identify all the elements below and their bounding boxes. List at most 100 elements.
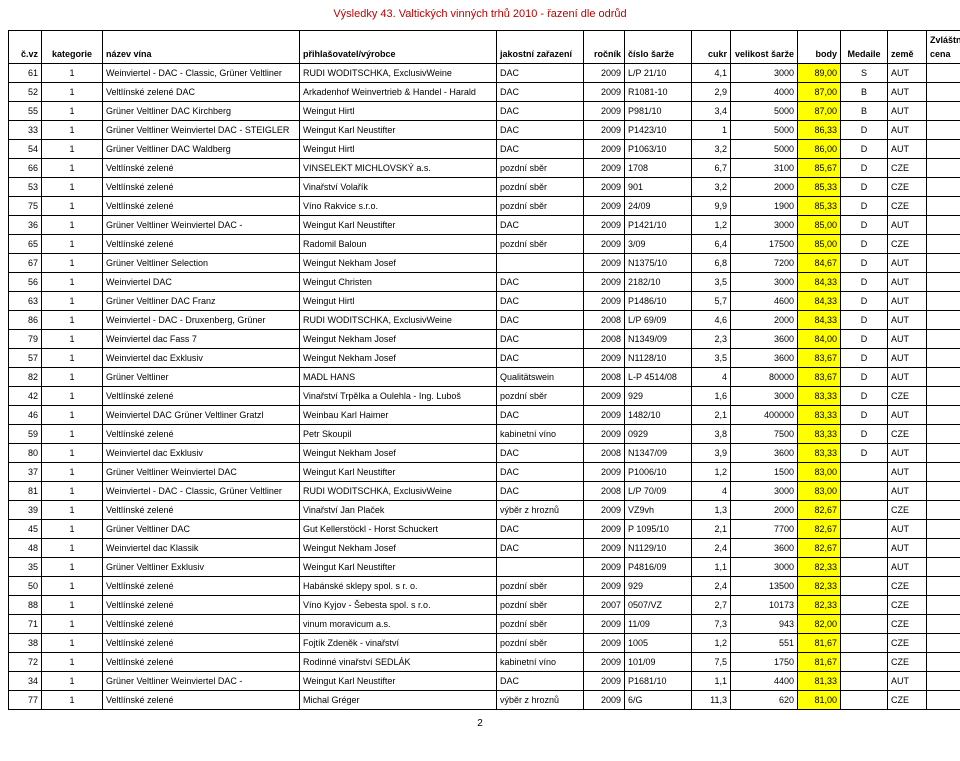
cell-kat: 1 bbox=[42, 64, 103, 83]
cell-zeme: AUT bbox=[888, 349, 927, 368]
cell-roc: 2009 bbox=[584, 653, 625, 672]
cell-jak: kabinetní víno bbox=[497, 653, 584, 672]
table-row: 861Weinviertel - DAC - Druxenberg, Grüne… bbox=[9, 311, 960, 330]
cell-sarz: L/P 21/10 bbox=[625, 64, 692, 83]
cell-zvl bbox=[927, 83, 960, 102]
cell-prih: RUDI WODITSCHKA, ExclusivWeine bbox=[300, 482, 497, 501]
cell-prih: Weingut Hirtl bbox=[300, 140, 497, 159]
cell-kat: 1 bbox=[42, 368, 103, 387]
cell-med: D bbox=[841, 425, 888, 444]
cell-jak: DAC bbox=[497, 311, 584, 330]
table-row: 651Veltlínské zelenéRadomil Balounpozdní… bbox=[9, 235, 960, 254]
table-row: 531Veltlínské zelenéVinařství Volaříkpoz… bbox=[9, 178, 960, 197]
cell-sarz: 929 bbox=[625, 577, 692, 596]
cell-zeme: AUT bbox=[888, 83, 927, 102]
cell-roc: 2009 bbox=[584, 83, 625, 102]
table-row: 661Veltlínské zelenéVINSELEKT MICHLOVSKÝ… bbox=[9, 159, 960, 178]
cell-zvl bbox=[927, 463, 960, 482]
cell-med bbox=[841, 558, 888, 577]
cell-med bbox=[841, 463, 888, 482]
cell-kat: 1 bbox=[42, 349, 103, 368]
cell-zeme: AUT bbox=[888, 463, 927, 482]
table-row: 341Grüner Veltliner Weinviertel DAC -Wei… bbox=[9, 672, 960, 691]
cell-med bbox=[841, 577, 888, 596]
cell-prih: Weingut Christen bbox=[300, 273, 497, 292]
cell-cukr: 7,3 bbox=[692, 615, 731, 634]
cell-body: 84,33 bbox=[798, 273, 841, 292]
cell-jak: DAC bbox=[497, 539, 584, 558]
cell-cvz: 35 bbox=[9, 558, 42, 577]
cell-jak bbox=[497, 254, 584, 273]
table-row: 361Grüner Veltliner Weinviertel DAC -Wei… bbox=[9, 216, 960, 235]
table-row: 881Veltlínské zelenéVíno Kyjov - Šebesta… bbox=[9, 596, 960, 615]
cell-prih: Weingut Nekham Josef bbox=[300, 349, 497, 368]
cell-jak: DAC bbox=[497, 121, 584, 140]
table-row: 421Veltlínské zelenéVinařství Trpělka a … bbox=[9, 387, 960, 406]
cell-zeme: CZE bbox=[888, 653, 927, 672]
cell-body: 87,00 bbox=[798, 83, 841, 102]
cell-med: S bbox=[841, 64, 888, 83]
cell-cukr: 2,4 bbox=[692, 539, 731, 558]
cell-med: D bbox=[841, 216, 888, 235]
cell-body: 87,00 bbox=[798, 102, 841, 121]
cell-nazev: Weinviertel - DAC - Classic, Grüner Velt… bbox=[103, 482, 300, 501]
cell-sarz: 24/09 bbox=[625, 197, 692, 216]
cell-kat: 1 bbox=[42, 672, 103, 691]
col-header-cvz: č.vz bbox=[9, 31, 42, 64]
cell-zvl bbox=[927, 634, 960, 653]
cell-body: 82,67 bbox=[798, 539, 841, 558]
cell-cukr: 1 bbox=[692, 121, 731, 140]
results-table: č.vzkategorienázev vínapřihlašovatel/výr… bbox=[8, 30, 960, 710]
cell-prih: vinum moravicum a.s. bbox=[300, 615, 497, 634]
cell-zvl bbox=[927, 254, 960, 273]
cell-zvl bbox=[927, 273, 960, 292]
cell-vel: 3600 bbox=[731, 539, 798, 558]
cell-kat: 1 bbox=[42, 558, 103, 577]
cell-cvz: 42 bbox=[9, 387, 42, 406]
table-row: 451Grüner Veltliner DACGut Kellerstöckl … bbox=[9, 520, 960, 539]
col-header-med: Medaile bbox=[841, 31, 888, 64]
cell-cukr: 4 bbox=[692, 482, 731, 501]
cell-zvl bbox=[927, 235, 960, 254]
cell-med: D bbox=[841, 368, 888, 387]
cell-body: 86,33 bbox=[798, 121, 841, 140]
cell-body: 83,33 bbox=[798, 406, 841, 425]
cell-prih: Weingut Nekham Josef bbox=[300, 539, 497, 558]
cell-jak: DAC bbox=[497, 482, 584, 501]
cell-cukr: 4,1 bbox=[692, 64, 731, 83]
cell-cvz: 61 bbox=[9, 64, 42, 83]
cell-jak: pozdní sběr bbox=[497, 615, 584, 634]
col-header-roc: ročník bbox=[584, 31, 625, 64]
cell-cukr: 2,9 bbox=[692, 83, 731, 102]
cell-roc: 2009 bbox=[584, 273, 625, 292]
cell-roc: 2009 bbox=[584, 520, 625, 539]
cell-cvz: 82 bbox=[9, 368, 42, 387]
cell-body: 84,00 bbox=[798, 330, 841, 349]
cell-med: D bbox=[841, 444, 888, 463]
cell-med bbox=[841, 482, 888, 501]
cell-cvz: 57 bbox=[9, 349, 42, 368]
cell-cukr: 2,1 bbox=[692, 520, 731, 539]
table-row: 371Grüner Veltliner Weinviertel DACWeing… bbox=[9, 463, 960, 482]
col-header-prih: přihlašovatel/výrobce bbox=[300, 31, 497, 64]
cell-zvl bbox=[927, 178, 960, 197]
cell-roc: 2009 bbox=[584, 349, 625, 368]
cell-prih: RUDI WODITSCHKA, ExclusivWeine bbox=[300, 311, 497, 330]
cell-cukr: 3,4 bbox=[692, 102, 731, 121]
cell-cvz: 38 bbox=[9, 634, 42, 653]
cell-cukr: 3,5 bbox=[692, 349, 731, 368]
cell-vel: 5000 bbox=[731, 102, 798, 121]
page-number: 2 bbox=[8, 718, 952, 729]
table-row: 631Grüner Veltliner DAC FranzWeingut Hir… bbox=[9, 292, 960, 311]
col-header-vel: velikost šarže bbox=[731, 31, 798, 64]
cell-prih: Weingut Nekham Josef bbox=[300, 444, 497, 463]
cell-cukr: 6,4 bbox=[692, 235, 731, 254]
cell-zvl bbox=[927, 368, 960, 387]
cell-cvz: 52 bbox=[9, 83, 42, 102]
cell-zeme: AUT bbox=[888, 292, 927, 311]
cell-cvz: 71 bbox=[9, 615, 42, 634]
cell-sarz: 0929 bbox=[625, 425, 692, 444]
table-row: 811Weinviertel - DAC - Classic, Grüner V… bbox=[9, 482, 960, 501]
cell-zeme: CZE bbox=[888, 634, 927, 653]
cell-cukr: 6,7 bbox=[692, 159, 731, 178]
